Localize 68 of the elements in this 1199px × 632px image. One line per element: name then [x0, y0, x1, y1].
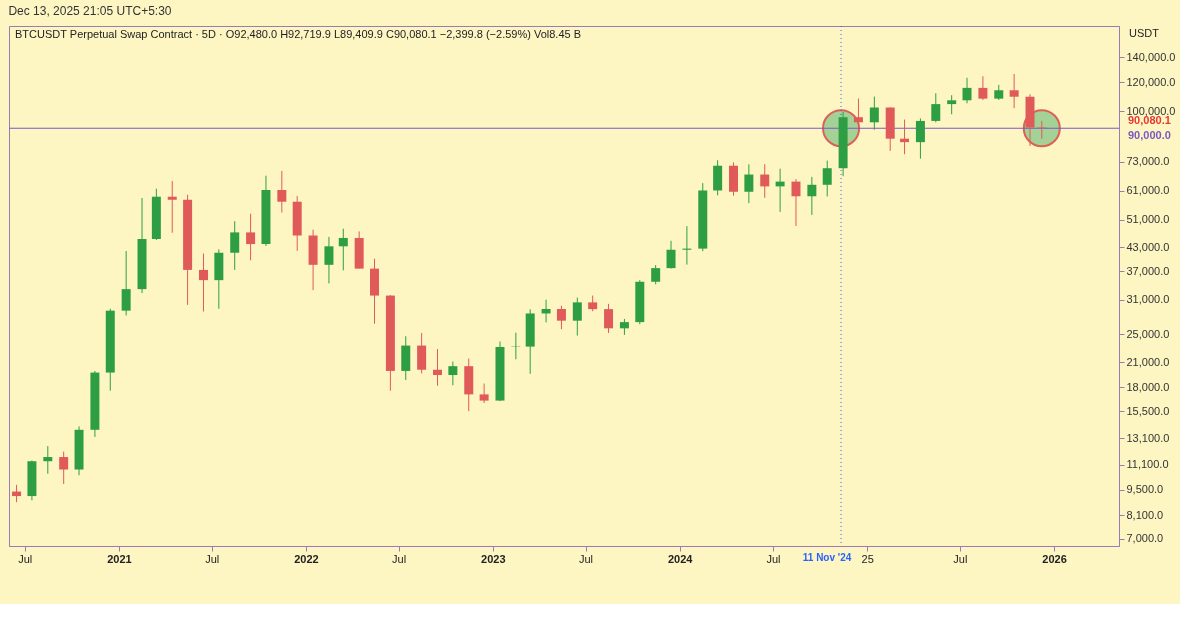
y-tick-label: 31,000.0 — [1126, 293, 1170, 306]
candlestick — [121, 250, 131, 316]
y-tick-label: 9,500.0 — [1126, 483, 1164, 496]
candlestick — [246, 213, 256, 261]
x-tick-label: 25 — [861, 552, 874, 565]
candlestick — [822, 160, 832, 197]
candlestick — [198, 253, 208, 312]
candlestick — [791, 178, 801, 227]
candlestick — [760, 163, 770, 199]
candlestick — [556, 305, 566, 330]
candlestick — [744, 163, 754, 204]
ref-line-label: 11 Nov '24 — [802, 552, 852, 563]
y-tick-label: 21,000.0 — [1126, 355, 1170, 368]
x-tick-label: 2023 — [481, 552, 506, 565]
candlestick — [962, 77, 972, 104]
y-tick-label: 13,100.0 — [1126, 431, 1170, 444]
candlestick — [915, 117, 925, 160]
x-tick-label: Jul — [766, 552, 781, 565]
y-tick-label: 61,000.0 — [1126, 184, 1170, 197]
y-tick-label: 120,000.0 — [1126, 75, 1176, 88]
y-tick-label: 73,000.0 — [1126, 155, 1170, 168]
y-tick-label: 51,000.0 — [1126, 213, 1170, 226]
y-tick-label: 43,000.0 — [1126, 240, 1170, 253]
candlestick — [230, 220, 240, 271]
candlestick — [947, 94, 957, 115]
y-tick-label: 11,100.0 — [1126, 458, 1169, 471]
candlestick — [931, 92, 941, 123]
x-tick-label: Jul — [578, 552, 594, 565]
candlestick — [324, 236, 334, 284]
candlestick — [572, 297, 582, 337]
candlestick — [59, 451, 69, 485]
candlestick — [978, 75, 988, 101]
y-tick-label: 7,000.0 — [1126, 532, 1164, 545]
candlestick — [651, 264, 661, 285]
y-tick-label: 25,000.0 — [1126, 327, 1170, 340]
candlestick — [666, 240, 676, 270]
y-tick-label: 8,100.0 — [1126, 508, 1164, 521]
chart-subtitle: Dec 13, 2025 21:05 UTC+5:30 — [8, 3, 172, 18]
candlestick — [277, 170, 287, 214]
candlestick — [869, 96, 879, 131]
x-tick-label: 2021 — [107, 552, 132, 565]
x-tick-label: Jul — [392, 552, 407, 565]
candlestick — [682, 225, 692, 266]
candlestick — [479, 383, 489, 404]
x-tick-label: 2022 — [294, 552, 319, 565]
candlestick — [43, 445, 53, 475]
x-tick-label: 2026 — [1042, 552, 1067, 565]
candlestick — [604, 303, 614, 334]
x-tick-label: Jul — [18, 552, 33, 565]
y-tick-label: 15,500.0 — [1126, 404, 1170, 417]
chart-title: BTCUSDT Perpetual Swap Contract · 5D · O92,480.0 H92,719.9 L89,409.9 C90,080.1 −2,399.8 (−2.59%) Vol8.45 B — [15, 28, 582, 40]
x-tick-label: 2024 — [667, 552, 694, 565]
x-tick-label: Jul — [205, 552, 220, 565]
y-tick-label: 18,000.0 — [1126, 380, 1170, 393]
x-tick-label: Jul — [953, 552, 968, 565]
y-tick-label: 140,000.0 — [1126, 50, 1176, 63]
candlestick — [433, 348, 443, 387]
y-axis-title: USDT — [1129, 27, 1160, 39]
candlestick — [807, 176, 817, 216]
candlestick — [541, 299, 551, 323]
ref-line-label: 90,000.0 — [1128, 129, 1171, 142]
candlestick — [853, 98, 863, 128]
candlestick — [338, 228, 348, 271]
y-tick-label: 100,000.0 — [1126, 104, 1176, 117]
y-tick-label: 37,000.0 — [1126, 264, 1170, 277]
candlestick — [167, 180, 177, 234]
candlestick — [448, 361, 458, 386]
candlestick — [1009, 73, 1019, 109]
